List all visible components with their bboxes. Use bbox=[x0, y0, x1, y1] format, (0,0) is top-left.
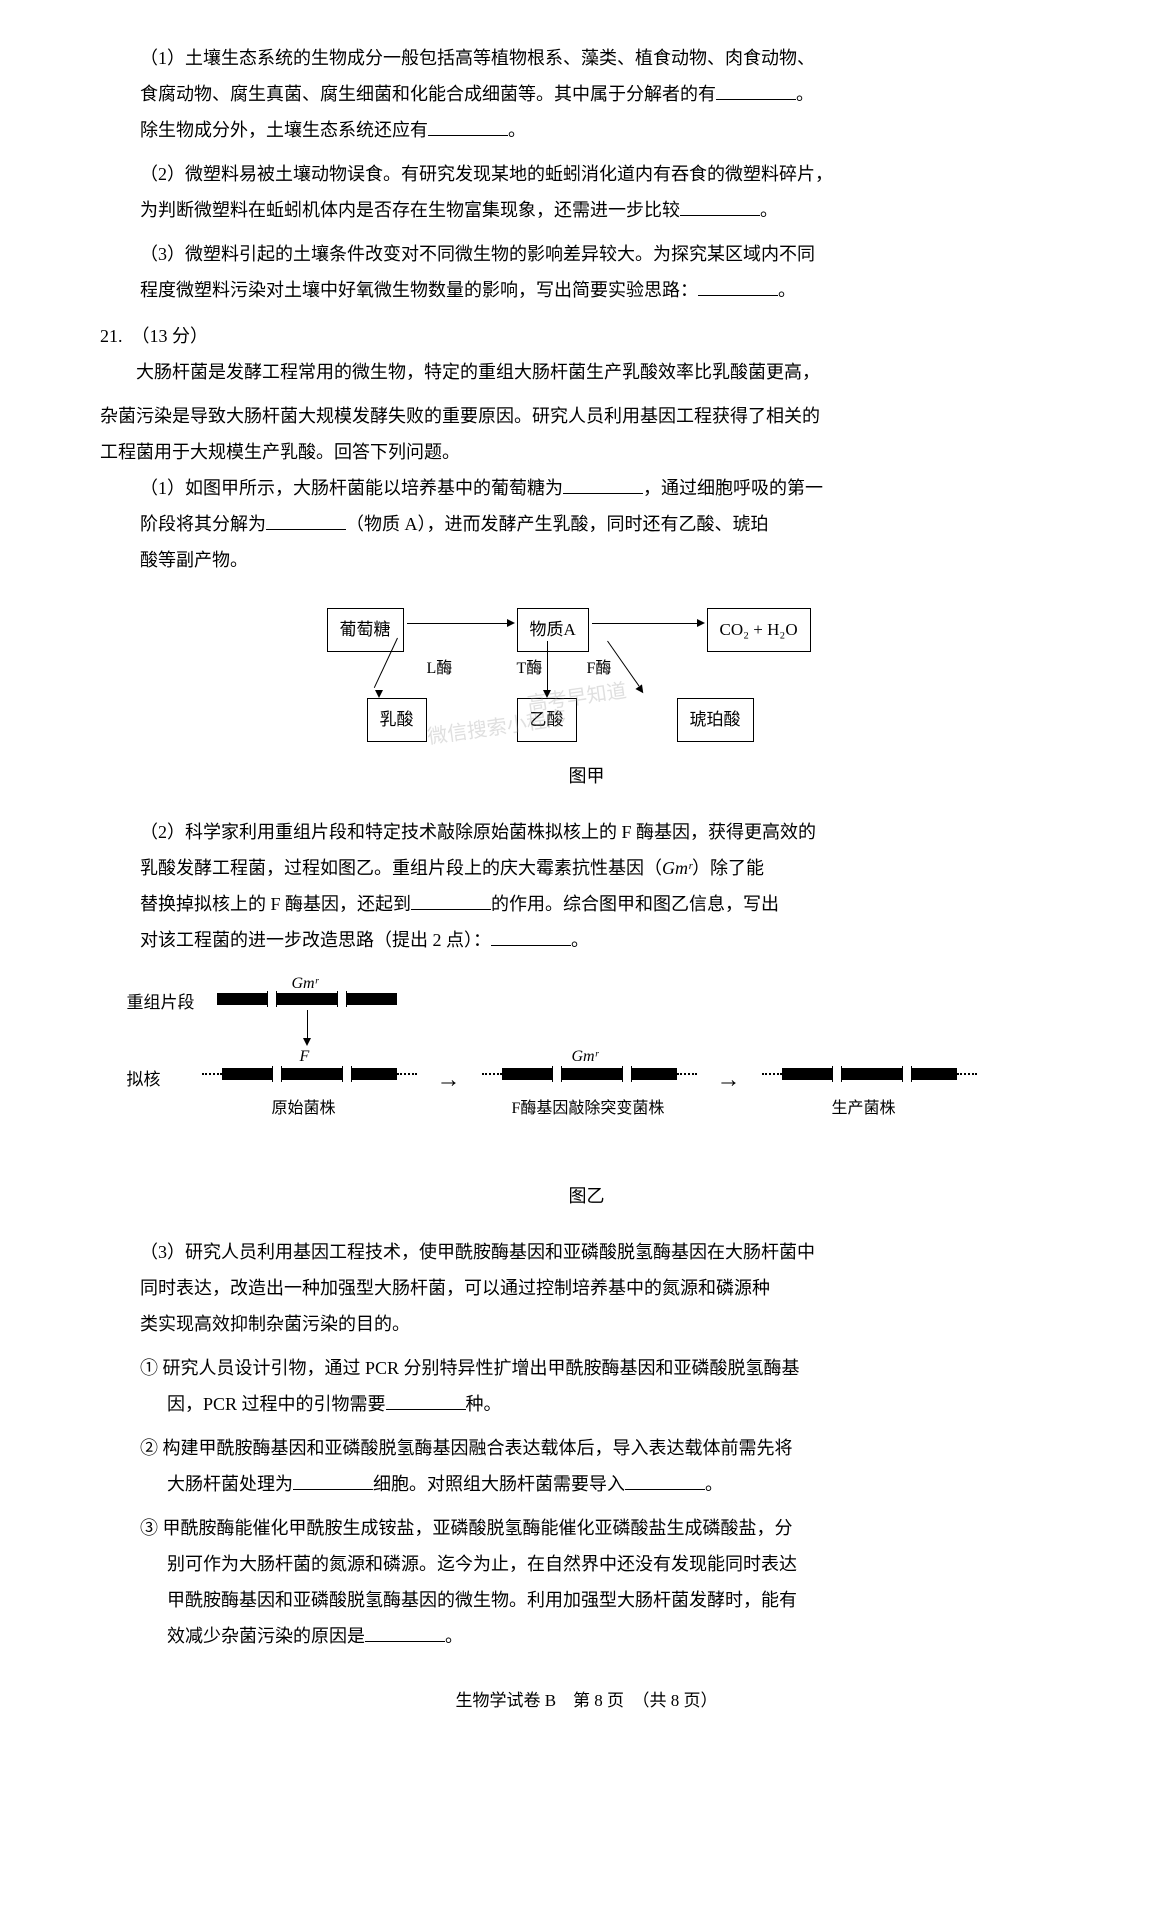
diagram-2: 重组片段 Gmʳ 拟核 F 原始菌株 → Gmʳ bbox=[100, 978, 1073, 1214]
flow-box-succinic: 琥珀酸 bbox=[677, 698, 754, 742]
flow-box-lactic: 乳酸 bbox=[367, 698, 427, 742]
dotted bbox=[957, 1073, 977, 1075]
blank bbox=[365, 1624, 445, 1642]
q20-3-line2: 程度微塑料污染对土壤中好氧微生物数量的影响，写出简要实验思路：。 bbox=[140, 272, 1073, 308]
q20-sub3: （3）微塑料引起的土壤条件改变对不同微生物的影响差异较大。为探究某区域内不同 程… bbox=[100, 236, 1073, 308]
dotted bbox=[397, 1073, 417, 1075]
diagram2-caption: 图乙 bbox=[100, 1178, 1073, 1214]
q21-3-line1: （3）研究人员利用基因工程技术，使甲酰胺酶基因和亚磷酸脱氢酶基因在大肠杆菌中 bbox=[140, 1234, 1073, 1270]
q21-3-2-line2: 大肠杆菌处理为细胞。对照组大肠杆菌需要导入。 bbox=[140, 1466, 1073, 1502]
gene-bar bbox=[782, 1068, 957, 1080]
q21-header: 21. （13 分） bbox=[100, 318, 1073, 354]
q21-1-line2: 阶段将其分解为（物质 A），进而发酵产生乳酸，同时还有乙酸、琥珀 bbox=[140, 506, 1073, 542]
label-l-enzyme: L酶 bbox=[427, 653, 453, 685]
q20-sub1: （1）土壤生态系统的生物成分一般包括高等植物根系、藻类、植食动物、肉食动物、 食… bbox=[100, 40, 1073, 148]
q20-2-line1: （2）微塑料易被土壤动物误食。有研究发现某地的蚯蚓消化道内有吞食的微塑料碎片， bbox=[140, 156, 1073, 192]
label-t-enzyme: T酶 bbox=[517, 653, 543, 685]
q21-sub2: （2）科学家利用重组片段和特定技术敲除原始菌株拟核上的 F 酶基因，获得更高效的… bbox=[100, 814, 1073, 958]
q21-sub3: （3）研究人员利用基因工程技术，使甲酰胺酶基因和亚磷酸脱氢酶基因在大肠杆菌中 同… bbox=[100, 1234, 1073, 1342]
blank bbox=[563, 476, 643, 494]
q21-3-3-line2: 别可作为大肠杆菌的氮源和磷源。迄今为止，在自然界中还没有发现能同时表达 bbox=[140, 1546, 1073, 1582]
q21-3-3-line4: 效减少杂菌污染的原因是。 bbox=[140, 1618, 1073, 1654]
arrow bbox=[592, 623, 697, 624]
blank bbox=[293, 1472, 373, 1490]
arrow bbox=[307, 1010, 308, 1040]
blank bbox=[266, 512, 346, 530]
q21-2-line4: 对该工程菌的进一步改造思路（提出 2 点）：。 bbox=[140, 922, 1073, 958]
q20-2-line2: 为判断微塑料在蚯蚓机体内是否存在生物富集现象，还需进一步比较。 bbox=[140, 192, 1073, 228]
q21-3-3-line1: ③ 甲酰胺酶能催化甲酰胺生成铵盐，亚磷酸脱氢酶能催化亚磷酸盐生成磷酸盐，分 bbox=[140, 1510, 1073, 1546]
label-f-enzyme: F酶 bbox=[587, 653, 612, 685]
strain2-label: F酶基因敲除突变菌株 bbox=[512, 1093, 665, 1125]
q20-3-line1: （3）微塑料引起的土壤条件改变对不同微生物的影响差异较大。为探究某区域内不同 bbox=[140, 236, 1073, 272]
q20-sub2: （2）微塑料易被土壤动物误食。有研究发现某地的蚯蚓消化道内有吞食的微塑料碎片， … bbox=[100, 156, 1073, 228]
q21-sub1: （1）如图甲所示，大肠杆菌能以培养基中的葡萄糖为，通过细胞呼吸的第一 阶段将其分… bbox=[100, 470, 1073, 578]
blank bbox=[428, 118, 508, 136]
blank bbox=[386, 1392, 466, 1410]
q21-3-3-line3: 甲酰胺酶基因和亚磷酸脱氢酶基因的微生物。利用加强型大肠杆菌发酵时，能有 bbox=[140, 1582, 1073, 1618]
page-footer: 生物学试卷 B 第 8 页 （共 8 页） bbox=[100, 1684, 1073, 1718]
arrow bbox=[607, 641, 639, 687]
arrow-head bbox=[697, 619, 705, 627]
diagram1-caption: 图甲 bbox=[100, 758, 1073, 794]
q21-1-line1: （1）如图甲所示，大肠杆菌能以培养基中的葡萄糖为，通过细胞呼吸的第一 bbox=[140, 470, 1073, 506]
arrow-right: → bbox=[717, 1056, 741, 1104]
arrow bbox=[407, 623, 507, 624]
dotted bbox=[482, 1073, 502, 1075]
dotted bbox=[677, 1073, 697, 1075]
gmr-label: Gmʳ bbox=[292, 968, 319, 1000]
q21-intro2: 杂菌污染是导致大肠杆菌大规模发酵失败的重要原因。研究人员利用基因工程获得了相关的 bbox=[100, 398, 1073, 434]
q20-1-line1: （1）土壤生态系统的生物成分一般包括高等植物根系、藻类、植食动物、肉食动物、 bbox=[140, 40, 1073, 76]
arrow bbox=[547, 641, 548, 693]
flow-box-acetic: 乙酸 bbox=[517, 698, 577, 742]
blank bbox=[625, 1472, 705, 1490]
q21-2-line3: 替换掉拟核上的 F 酶基因，还起到的作用。综合图甲和图乙信息，写出 bbox=[140, 886, 1073, 922]
q21-3-item3: ③ 甲酰胺酶能催化甲酰胺生成铵盐，亚磷酸脱氢酶能催化亚磷酸盐生成磷酸盐，分 别可… bbox=[100, 1510, 1073, 1654]
q21-intro3: 工程菌用于大规模生产乳酸。回答下列问题。 bbox=[100, 434, 1073, 470]
q21-1-line3: 酸等副产物。 bbox=[140, 542, 1073, 578]
blank bbox=[698, 278, 778, 296]
blank bbox=[411, 892, 491, 910]
f-label: F bbox=[300, 1041, 310, 1073]
blank bbox=[491, 928, 571, 946]
q21-3-2-line1: ② 构建甲酰胺酶基因和亚磷酸脱氢酶基因融合表达载体后，导入表达载体前需先将 bbox=[140, 1430, 1073, 1466]
q21-3-line2: 同时表达，改造出一种加强型大肠杆菌，可以通过控制培养基中的氮源和磷源种 bbox=[140, 1270, 1073, 1306]
q21-intro1: 大肠杆菌是发酵工程常用的微生物，特定的重组大肠杆菌生产乳酸效率比乳酸菌更高， bbox=[100, 354, 1073, 390]
q21-3-1-line2: 因，PCR 过程中的引物需要种。 bbox=[140, 1386, 1073, 1422]
arrow-head bbox=[507, 619, 515, 627]
strain1-label: 原始菌株 bbox=[272, 1093, 336, 1125]
q21-3-1-line1: ① 研究人员设计引物，通过 PCR 分别特异性扩增出甲酰胺酶基因和亚磷酸脱氢酶基 bbox=[140, 1350, 1073, 1386]
arrow-head bbox=[375, 690, 383, 698]
row-label-nucleoid: 拟核 bbox=[127, 1063, 161, 1097]
q21-3-item2: ② 构建甲酰胺酶基因和亚磷酸脱氢酶基因融合表达载体后，导入表达载体前需先将 大肠… bbox=[100, 1430, 1073, 1502]
q20-1-line3: 除生物成分外，土壤生态系统还应有。 bbox=[140, 112, 1073, 148]
arrow-right: → bbox=[437, 1056, 461, 1104]
blank bbox=[680, 198, 760, 216]
dotted bbox=[202, 1073, 222, 1075]
diagram-1: 葡萄糖 物质A CO₂ + H₂O 乳酸 乙酸 琥珀酸 L酶 T酶 F酶 高考早… bbox=[100, 598, 1073, 794]
q21-3-item1: ① 研究人员设计引物，通过 PCR 分别特异性扩增出甲酰胺酶基因和亚磷酸脱氢酶基… bbox=[100, 1350, 1073, 1422]
flow-box-substance-a: 物质A bbox=[517, 608, 589, 652]
dotted bbox=[762, 1073, 782, 1075]
flow-box-co2: CO₂ + H₂O bbox=[707, 608, 811, 652]
gmr-label2: Gmʳ bbox=[572, 1041, 599, 1073]
q20-1-line2: 食腐动物、腐生真菌、腐生细菌和化能合成细菌等。其中属于分解者的有。 bbox=[140, 76, 1073, 112]
q21-3-line3: 类实现高效抑制杂菌污染的目的。 bbox=[140, 1306, 1073, 1342]
arrow-head bbox=[543, 690, 551, 698]
q21-2-line1: （2）科学家利用重组片段和特定技术敲除原始菌株拟核上的 F 酶基因，获得更高效的 bbox=[140, 814, 1073, 850]
blank bbox=[716, 82, 796, 100]
q21-2-line2: 乳酸发酵工程菌，过程如图乙。重组片段上的庆大霉素抗性基因（Gmʳ）除了能 bbox=[140, 850, 1073, 886]
arrow-head bbox=[635, 684, 646, 695]
strain3-label: 生产菌株 bbox=[832, 1093, 896, 1125]
row-label-recomb: 重组片段 bbox=[127, 986, 195, 1020]
flow-box-glucose: 葡萄糖 bbox=[327, 608, 404, 652]
